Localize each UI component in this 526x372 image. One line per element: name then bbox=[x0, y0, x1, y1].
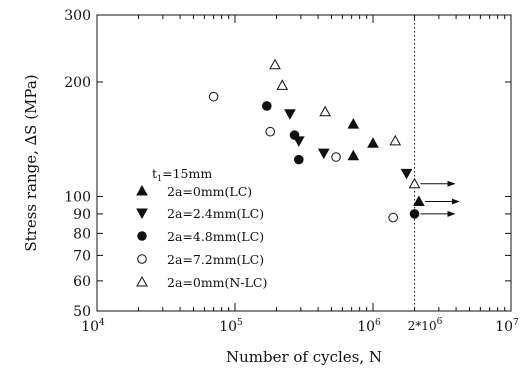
data-point-series-2 bbox=[262, 101, 272, 111]
legend-title: t1=15mm bbox=[152, 166, 212, 183]
y-axis-ticks: 50 60 70 80 90 100 200 300 bbox=[64, 8, 511, 320]
y-tick-label: 70 bbox=[73, 248, 91, 264]
legend-label-2: 2a=4.8mm(LC) bbox=[167, 229, 264, 244]
data-point-series-1 bbox=[317, 148, 330, 160]
data-point-series-1 bbox=[284, 109, 296, 120]
x-tick-label: 106 bbox=[357, 318, 381, 335]
data-point-series-4 bbox=[269, 58, 281, 70]
data-point-series-2 bbox=[409, 209, 420, 219]
x-axis-title: Number of cycles, N bbox=[226, 348, 382, 366]
data-point-series-3 bbox=[388, 212, 398, 223]
data-point-series-0 bbox=[367, 137, 379, 148]
legend-markers bbox=[136, 184, 148, 287]
data-point-series-3 bbox=[331, 152, 341, 162]
x-tick-label: 107 bbox=[495, 318, 519, 335]
legend-marker-0 bbox=[136, 184, 148, 196]
data-point-series-4 bbox=[319, 105, 331, 117]
legend-label-1: 2a=2.4mm(LC) bbox=[167, 206, 264, 221]
legend-label-0: 2a=0mm(LC) bbox=[167, 184, 252, 199]
legend-label-4: 2a=0mm(N-LC) bbox=[167, 275, 267, 290]
legend-marker-1 bbox=[136, 208, 148, 220]
runout-arrows bbox=[420, 180, 460, 217]
legend-marker-4 bbox=[136, 275, 148, 287]
y-tick-label: 60 bbox=[73, 274, 91, 290]
data-point-series-1 bbox=[400, 168, 413, 180]
data-points bbox=[208, 58, 425, 223]
x-tick-label: 105 bbox=[219, 318, 243, 335]
data-point-series-3 bbox=[265, 126, 276, 137]
legend-marker-2 bbox=[137, 231, 147, 241]
data-point-series-4 bbox=[276, 79, 289, 90]
y-axis-title: Stress range, ∆S (MPa) bbox=[22, 74, 40, 251]
data-point-series-2 bbox=[294, 154, 304, 165]
data-point-series-2 bbox=[289, 130, 300, 140]
legend-title-suffix: =15mm bbox=[162, 166, 212, 181]
x-tick-label: 104 bbox=[81, 318, 105, 335]
data-point-series-0 bbox=[413, 195, 425, 207]
data-point-series-0 bbox=[347, 149, 360, 161]
data-point-series-4 bbox=[408, 177, 421, 189]
legend-marker-3 bbox=[137, 254, 147, 264]
data-point-series-4 bbox=[389, 134, 402, 146]
data-point-series-3 bbox=[208, 91, 219, 102]
annotation-exp: 6 bbox=[437, 317, 443, 327]
legend-label-3: 2a=7.2mm(LC) bbox=[167, 252, 264, 267]
plot-frame bbox=[96, 14, 512, 312]
legend-title-sub: 1 bbox=[157, 174, 162, 183]
data-point-series-0 bbox=[347, 118, 360, 129]
legend-title-prefix: t bbox=[152, 166, 157, 181]
y-tick-label: 90 bbox=[73, 207, 91, 223]
y-tick-label: 50 bbox=[73, 304, 91, 320]
annotation-base: 2*10 bbox=[408, 319, 437, 333]
y-tick-label: 200 bbox=[64, 75, 91, 91]
annotation-2e6: 2*106 bbox=[408, 317, 443, 333]
y-tick-label: 300 bbox=[64, 8, 91, 24]
x-axis-ticks: 104 105 106 107 bbox=[81, 15, 519, 335]
y-tick-label: 100 bbox=[64, 189, 91, 205]
y-tick-label: 80 bbox=[73, 226, 91, 242]
